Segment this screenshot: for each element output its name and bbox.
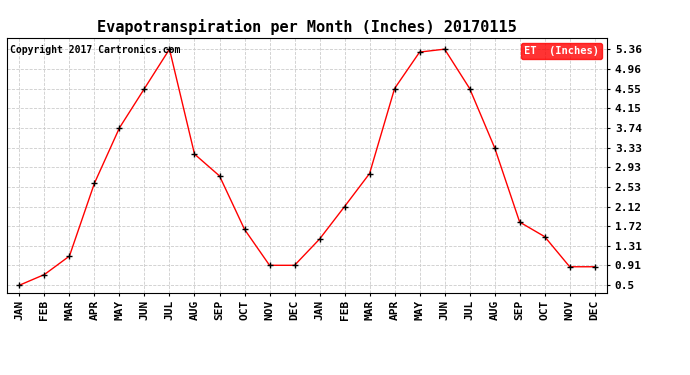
- Title: Evapotranspiration per Month (Inches) 20170115: Evapotranspiration per Month (Inches) 20…: [97, 19, 517, 35]
- Legend: ET  (Inches): ET (Inches): [521, 43, 602, 59]
- Text: Copyright 2017 Cartronics.com: Copyright 2017 Cartronics.com: [10, 45, 180, 55]
